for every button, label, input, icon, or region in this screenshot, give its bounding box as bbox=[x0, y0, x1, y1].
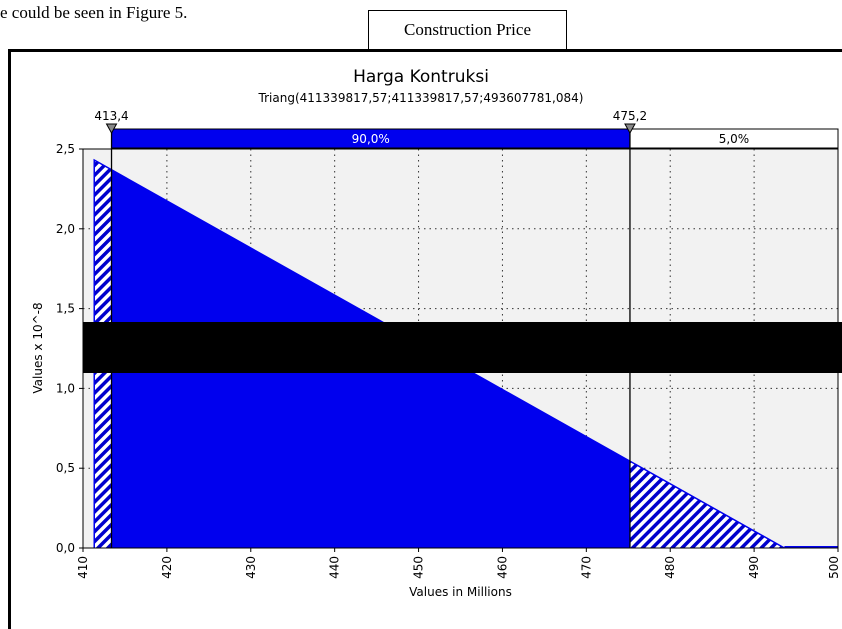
marker-handle-right bbox=[624, 123, 636, 135]
chart-title: Harga Kontruksi bbox=[353, 67, 489, 87]
x-tick-label: 480 bbox=[663, 556, 677, 579]
x-tick-label: 490 bbox=[747, 556, 761, 579]
distribution-chart: 90,0% 5,0% 413,4 475,2 0,0 0,5 1,0 1,5 2,0 2,5 410… bbox=[31, 109, 842, 599]
band-middle-label: 90,0% bbox=[352, 132, 390, 146]
marker-handle-left bbox=[105, 123, 118, 135]
chart-subtitle: Triang(411339817,57;411339817,57;4936077… bbox=[258, 91, 584, 105]
marker-label-left: 413,4 bbox=[94, 109, 128, 123]
x-tick-label: 440 bbox=[328, 556, 342, 579]
x-tick-label: 410 bbox=[76, 556, 90, 579]
x-tick-label: 470 bbox=[579, 556, 593, 579]
band-right-label: 5,0% bbox=[719, 132, 750, 146]
x-tick-label: 500 bbox=[827, 556, 841, 579]
y-tick-label: 0,0 bbox=[56, 541, 75, 555]
redaction-bar bbox=[83, 322, 842, 373]
marker-label-right: 475,2 bbox=[613, 109, 647, 123]
x-axis-label: Values in Millions bbox=[409, 585, 512, 599]
y-tick-label: 0,5 bbox=[56, 461, 75, 475]
document-text: e could be seen in Figure 5. bbox=[0, 3, 188, 22]
x-tick-label: 460 bbox=[495, 556, 509, 579]
y-tick-label: 2,5 bbox=[56, 142, 75, 156]
y-tick-label: 2,0 bbox=[56, 222, 75, 236]
y-tick-label: 1,5 bbox=[56, 302, 75, 316]
y-axis-label: Values x 10^-8 bbox=[31, 302, 45, 393]
density-line bbox=[93, 158, 785, 549]
x-tick-label: 450 bbox=[412, 556, 426, 579]
y-tick-label: 1,0 bbox=[56, 381, 75, 395]
x-tick-label: 430 bbox=[244, 556, 258, 579]
x-tick-label: 420 bbox=[160, 556, 174, 579]
